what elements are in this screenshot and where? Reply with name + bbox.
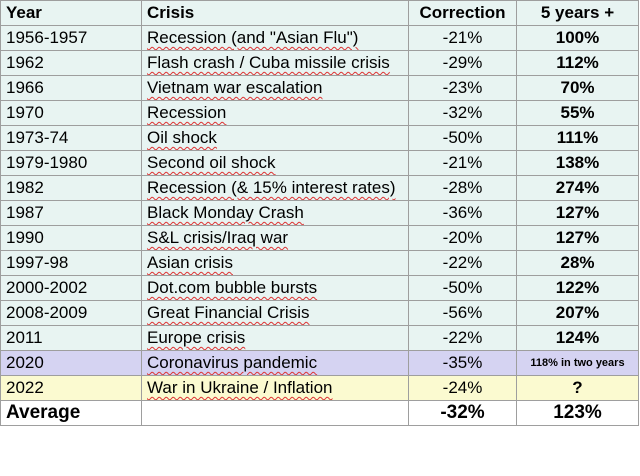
five-years-cell: 111% — [516, 125, 639, 151]
five-years-cell: 100% — [516, 25, 639, 51]
year-cell: 1962 — [0, 50, 142, 76]
crisis-cell: Recession (& 15% interest rates) — [141, 175, 409, 201]
correction-cell: -22% — [408, 250, 517, 276]
table-row: 2011 Europe crisis -22% 124% — [0, 325, 639, 351]
table-row: 1990 S&L crisis/Iraq war -20% 127% — [0, 225, 639, 251]
year-cell: 2000-2002 — [0, 275, 142, 301]
crisis-cell: Recession — [141, 100, 409, 126]
correction-cell: -23% — [408, 75, 517, 101]
year-cell: 1979-1980 — [0, 150, 142, 176]
five-years-cell: ? — [516, 375, 639, 401]
five-years-cell: 122% — [516, 275, 639, 301]
header-five-years: 5 years + — [516, 0, 639, 26]
average-correction: -32% — [408, 400, 517, 426]
year-cell: 2011 — [0, 325, 142, 351]
five-years-cell: 112% — [516, 50, 639, 76]
correction-cell: -36% — [408, 200, 517, 226]
table-row: 1997-98 Asian crisis -22% 28% — [0, 250, 639, 276]
crisis-cell: Coronavirus pandemic — [141, 350, 409, 376]
average-label: Average — [0, 400, 142, 426]
crisis-cell: Asian crisis — [141, 250, 409, 276]
crisis-cell: Europe crisis — [141, 325, 409, 351]
correction-cell: -20% — [408, 225, 517, 251]
year-cell: 1987 — [0, 200, 142, 226]
five-years-cell: 127% — [516, 200, 639, 226]
crisis-cell: Vietnam war escalation — [141, 75, 409, 101]
five-years-cell: 118% in two years — [516, 350, 639, 376]
year-cell: 1990 — [0, 225, 142, 251]
average-row: Average -32% 123% — [0, 400, 639, 426]
crisis-cell: Recession (and "Asian Flu") — [141, 25, 409, 51]
crisis-cell: Second oil shock — [141, 150, 409, 176]
five-years-cell: 70% — [516, 75, 639, 101]
crisis-cell: War in Ukraine / Inflation — [141, 375, 409, 401]
year-cell: 2022 — [0, 375, 142, 401]
five-years-cell: 124% — [516, 325, 639, 351]
table-row: 1966 Vietnam war escalation -23% 70% — [0, 75, 639, 101]
correction-cell: -29% — [408, 50, 517, 76]
correction-cell: -22% — [408, 325, 517, 351]
correction-cell: -50% — [408, 125, 517, 151]
table-row-2022: 2022 War in Ukraine / Inflation -24% ? — [0, 375, 639, 401]
five-years-cell: 274% — [516, 175, 639, 201]
correction-cell: -35% — [408, 350, 517, 376]
crisis-cell: Flash crash / Cuba missile crisis — [141, 50, 409, 76]
five-years-cell: 138% — [516, 150, 639, 176]
year-cell: 1997-98 — [0, 250, 142, 276]
header-row: Year Crisis Correction 5 years + — [0, 0, 639, 26]
crisis-cell: Dot.com bubble bursts — [141, 275, 409, 301]
table-row-2020: 2020 Coronavirus pandemic -35% 118% in t… — [0, 350, 639, 376]
average-five-years: 123% — [516, 400, 639, 426]
table-row: 1956-1957 Recession (and "Asian Flu") -2… — [0, 25, 639, 51]
table-row: 1982 Recession (& 15% interest rates) -2… — [0, 175, 639, 201]
header-year: Year — [0, 0, 142, 26]
table-row: 1962 Flash crash / Cuba missile crisis -… — [0, 50, 639, 76]
crisis-cell: Great Financial Crisis — [141, 300, 409, 326]
year-cell: 1956-1957 — [0, 25, 142, 51]
year-cell: 2020 — [0, 350, 142, 376]
correction-cell: -21% — [408, 150, 517, 176]
year-cell: 1970 — [0, 100, 142, 126]
five-years-cell: 28% — [516, 250, 639, 276]
correction-cell: -50% — [408, 275, 517, 301]
crisis-cell: Oil shock — [141, 125, 409, 151]
year-cell: 1982 — [0, 175, 142, 201]
year-cell: 2008-2009 — [0, 300, 142, 326]
year-cell: 1966 — [0, 75, 142, 101]
table-row: 1979-1980 Second oil shock -21% 138% — [0, 150, 639, 176]
market-crisis-table: Year Crisis Correction 5 years + 1956-19… — [0, 0, 639, 426]
correction-cell: -56% — [408, 300, 517, 326]
header-crisis: Crisis — [141, 0, 409, 26]
table-row: 1973-74 Oil shock -50% 111% — [0, 125, 639, 151]
year-cell: 1973-74 — [0, 125, 142, 151]
five-years-cell: 55% — [516, 100, 639, 126]
correction-cell: -28% — [408, 175, 517, 201]
table-row: 1987 Black Monday Crash -36% 127% — [0, 200, 639, 226]
average-crisis-cell — [141, 400, 409, 426]
header-correction: Correction — [408, 0, 517, 26]
table-row: 1970 Recession -32% 55% — [0, 100, 639, 126]
table-row: 2000-2002 Dot.com bubble bursts -50% 122… — [0, 275, 639, 301]
five-years-cell: 127% — [516, 225, 639, 251]
correction-cell: -24% — [408, 375, 517, 401]
crisis-cell: S&L crisis/Iraq war — [141, 225, 409, 251]
table-row: 2008-2009 Great Financial Crisis -56% 20… — [0, 300, 639, 326]
five-years-cell: 207% — [516, 300, 639, 326]
correction-cell: -32% — [408, 100, 517, 126]
correction-cell: -21% — [408, 25, 517, 51]
crisis-cell: Black Monday Crash — [141, 200, 409, 226]
